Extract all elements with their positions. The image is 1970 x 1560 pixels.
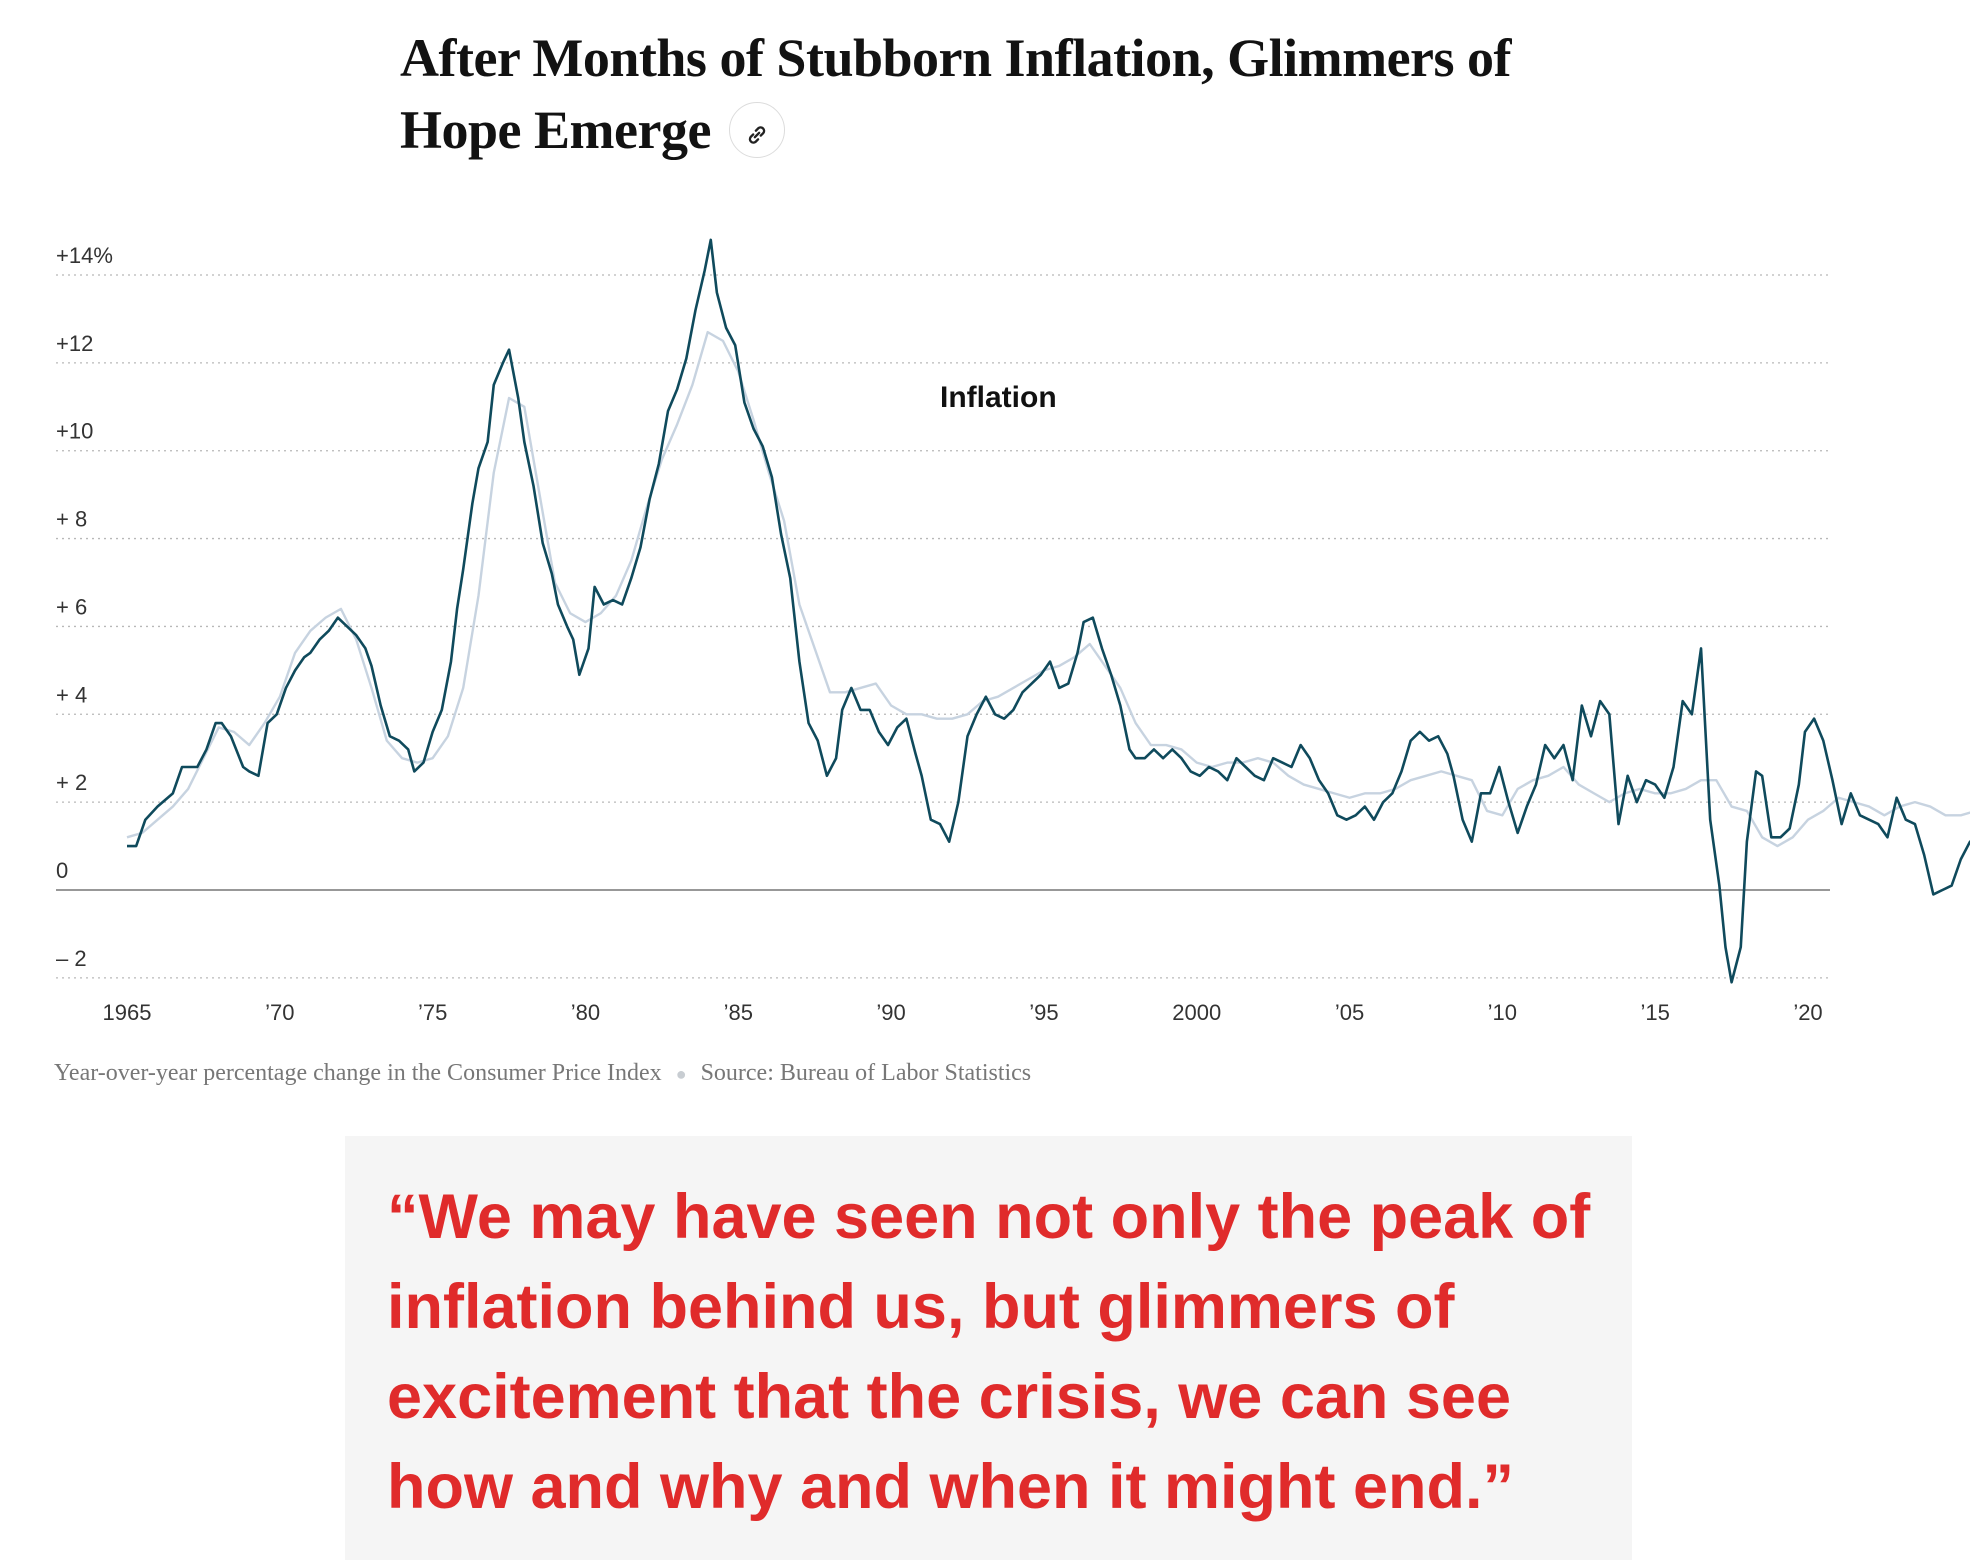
y-tick-label: +10 [56, 419, 93, 444]
y-tick-label: +12 [56, 331, 93, 356]
x-tick-label: ’20 [1793, 1000, 1822, 1025]
y-tick-label: 0 [56, 858, 68, 883]
x-tick-label: ’90 [876, 1000, 905, 1025]
x-tick-label: ’95 [1029, 1000, 1058, 1025]
headline-text: After Months of Stubborn Inflation, Glim… [400, 28, 1512, 160]
x-tick-label: ’05 [1335, 1000, 1364, 1025]
caption-source: Source: Bureau of Labor Statistics [700, 1060, 1032, 1086]
pull-quote-text: “We may have seen not only the peak of i… [387, 1182, 1591, 1522]
x-tick-label: ’85 [724, 1000, 753, 1025]
x-tick-label: ’15 [1641, 1000, 1670, 1025]
cpi-all-items-line [127, 238, 1970, 984]
pull-quote: “We may have seen not only the peak of i… [345, 1136, 1632, 1560]
series-lines [126, 238, 1970, 984]
x-tick-label: ’75 [418, 1000, 447, 1025]
inflation-chart: +14% +12 +10 + 8 + 6 + 4 + 2 0 – 2 1965 ’70 ’75 ’80… [56, 238, 1970, 1025]
cpi-core-line [126, 330, 1970, 848]
y-tick-label: – 2 [56, 946, 87, 971]
x-tick-label: ’10 [1488, 1000, 1517, 1025]
link-icon [748, 126, 766, 144]
x-axis-labels: 1965 ’70 ’75 ’80 ’85 ’90 ’95 2000 ’05 ’10 ’15 ’20 [103, 1000, 1823, 1025]
x-tick-label: ’70 [265, 1000, 294, 1025]
y-tick-label: + 6 [56, 594, 87, 619]
caption-description: Year-over-year percentage change in the … [54, 1060, 662, 1086]
share-link-button[interactable] [728, 101, 785, 158]
headline: After Months of Stubborn Inflation, Glim… [400, 22, 1600, 166]
y-tick-label: +14% [56, 243, 113, 268]
x-tick-label: 2000 [1172, 1000, 1221, 1025]
x-tick-label: ’80 [571, 1000, 600, 1025]
y-tick-label: + 2 [56, 770, 87, 795]
separator-dot-icon: ● [675, 1064, 687, 1084]
chart-title: Inflation [940, 381, 1057, 414]
y-axis-labels: +14% +12 +10 + 8 + 6 + 4 + 2 0 – 2 [56, 243, 113, 971]
gridlines [56, 274, 1830, 979]
y-tick-label: + 8 [56, 507, 87, 532]
x-tick-label: 1965 [103, 1000, 152, 1025]
chart-caption: Year-over-year percentage change in the … [54, 1060, 1031, 1087]
y-tick-label: + 4 [56, 682, 87, 707]
